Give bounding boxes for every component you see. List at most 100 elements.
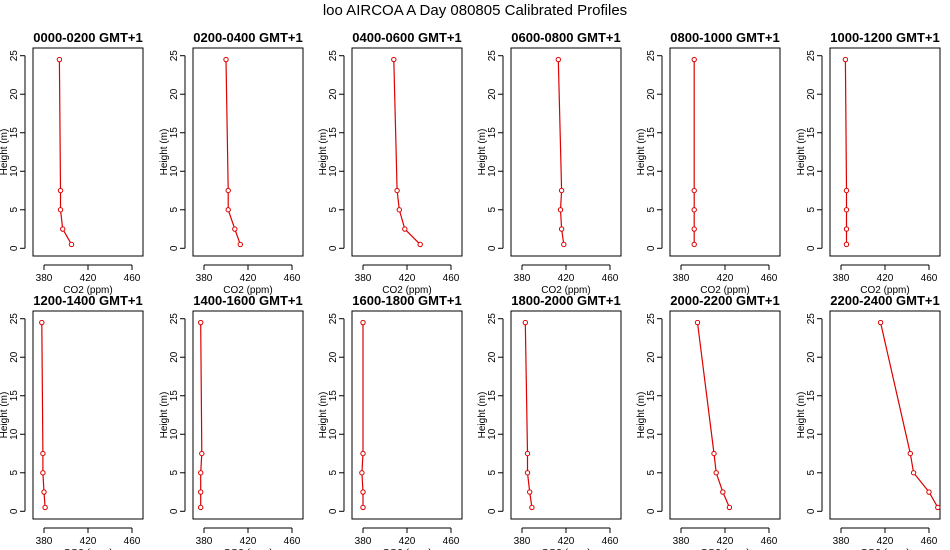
data-point [524,450,531,457]
data-point [39,319,45,326]
y-tick-label: 15 [487,390,498,402]
profile-panel: 2200-2400 GMT+1 380 420 460 CO2 (ppm) 0 5 10 15 2… [796,293,941,550]
profile-line [200,322,203,508]
data-point [198,470,204,476]
profile-panel: 0400-0600 GMT+1 380 420 460 CO2 (ppm) 0 5 10 15 2… [318,30,463,296]
data-point [360,489,366,495]
x-tick-label: 420 [717,273,734,284]
x-tick-label: 380 [833,273,850,284]
x-axis-label: CO2 (ppm) [63,548,112,550]
plot-frame [192,310,304,520]
plot-frame [510,47,622,257]
y-tick-label: 15 [9,390,20,402]
y-tick-label: 15 [328,390,339,402]
y-tick-label: 10 [328,165,339,177]
y-tick-label: 20 [9,88,20,100]
data-point [935,504,941,511]
y-tick-label: 20 [169,351,180,363]
y-tick-label: 0 [806,508,817,514]
y-tick-label: 15 [646,127,657,139]
data-point [402,226,408,232]
data-point [558,226,565,232]
x-tick-label: 460 [602,536,619,547]
x-tick-label: 420 [558,536,575,547]
y-tick-label: 5 [328,470,339,476]
x-tick-label: 380 [196,273,213,284]
x-tick-label: 420 [399,273,416,284]
x-tick-label: 420 [80,273,97,284]
x-tick-label: 460 [124,536,141,547]
profile-panel: 1200-1400 GMT+1 380 420 460 CO2 (ppm) 0 5 10 15 2… [0,293,144,550]
x-tick-label: 460 [284,273,301,284]
x-axis-label: CO2 (ppm) [700,285,749,296]
y-tick-label: 0 [487,245,498,251]
panel-title: 1400-1600 GMT+1 [193,293,302,308]
plot-frame [510,310,622,520]
profile-panel: 0800-1000 GMT+1 380 420 460 CO2 (ppm) 0 5 10 15 2… [636,30,781,296]
data-point [926,489,932,495]
data-point [360,319,366,326]
y-tick-label: 25 [487,50,498,62]
y-tick-label: 25 [806,50,817,62]
profile-line [41,322,46,508]
y-tick-label: 10 [806,165,817,177]
y-tick-label: 5 [646,470,657,476]
panel-title: 0200-0400 GMT+1 [193,30,302,45]
plot-frame [829,310,941,520]
data-point [394,187,400,194]
y-tick-label: 20 [646,88,657,100]
x-axis-label: CO2 (ppm) [700,548,749,550]
y-tick-label: 25 [328,50,339,62]
data-point [842,56,849,63]
data-point [417,241,423,248]
y-tick-label: 15 [328,127,339,139]
x-axis-label: CO2 (ppm) [382,285,431,296]
x-tick-label: 460 [761,536,778,547]
data-point [529,504,535,511]
x-tick-label: 420 [240,273,257,284]
x-tick-label: 420 [877,273,894,284]
y-tick-label: 0 [9,245,20,251]
y-tick-label: 0 [806,245,817,251]
profile-panel: 1600-1800 GMT+1 380 420 460 CO2 (ppm) 0 5 10 15 2… [318,293,463,550]
y-tick-label: 15 [806,390,817,402]
plot-frame [669,47,781,257]
x-axis-label: CO2 (ppm) [223,285,272,296]
profile-line [393,59,421,245]
y-tick-label: 20 [9,351,20,363]
y-tick-label: 0 [328,245,339,251]
y-tick-label: 25 [646,50,657,62]
y-tick-label: 5 [169,470,180,476]
y-tick-label: 15 [646,390,657,402]
y-tick-label: 0 [646,508,657,514]
x-tick-label: 380 [36,273,53,284]
x-tick-label: 460 [284,536,301,547]
data-point [57,187,64,194]
x-tick-label: 460 [443,536,460,547]
data-point [694,319,701,326]
data-point [843,241,850,248]
y-axis-label: Height (m) [796,392,807,439]
panel-title: 0000-0200 GMT+1 [33,30,142,45]
x-tick-label: 380 [514,536,531,547]
y-axis-label: Height (m) [636,129,647,176]
x-tick-label: 380 [514,273,531,284]
y-tick-label: 5 [806,470,817,476]
y-tick-label: 0 [487,508,498,514]
y-axis-label: Height (m) [318,392,329,439]
data-point [40,450,46,457]
panel-title: 2000-2200 GMT+1 [670,293,779,308]
profile-line [225,59,241,245]
x-tick-label: 420 [240,536,257,547]
profile-line [696,322,730,508]
y-tick-label: 0 [328,508,339,514]
x-axis-label: CO2 (ppm) [63,285,112,296]
y-tick-label: 0 [169,245,180,251]
data-point [524,470,531,476]
y-tick-label: 10 [328,428,339,440]
plot-frame [32,310,144,520]
y-tick-label: 5 [328,207,339,213]
y-tick-label: 25 [169,50,180,62]
data-point [691,56,697,63]
